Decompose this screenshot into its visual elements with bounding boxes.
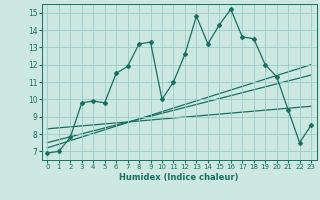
X-axis label: Humidex (Indice chaleur): Humidex (Indice chaleur) (119, 173, 239, 182)
